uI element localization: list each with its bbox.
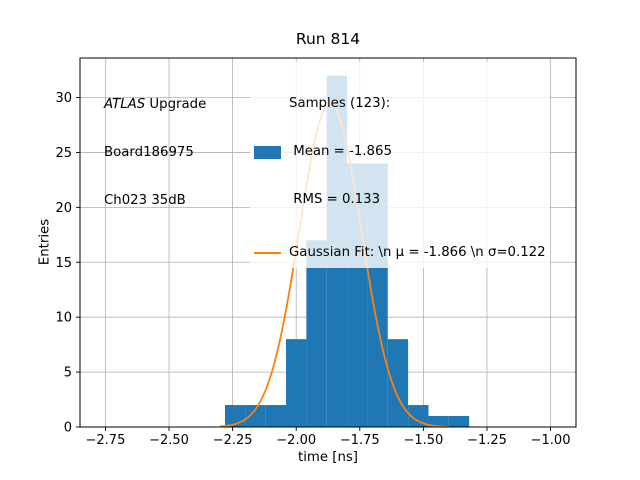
chart-title: Run 814 [295,30,361,48]
y-axis-label: Entries [37,218,53,266]
annotation-line1: ATLAS Upgrade [104,97,206,113]
x-tick-label: −2.75 [86,433,126,448]
histogram-bar [387,339,409,427]
plot-border [79,57,577,428]
annotation-line3: Ch023 35dB [104,193,186,208]
legend-samples-title: Samples (123): [289,96,391,111]
annotation-upgrade: Upgrade [145,97,207,112]
x-tick-label: −1.75 [340,433,380,448]
legend-samples-label: Samples (123): Mean = -1.865 RMS = 0.133 [289,64,392,240]
legend: Samples (123): Mean = -1.865 RMS = 0.133… [250,62,550,268]
x-tick-label: −2.50 [149,433,189,448]
histogram-bar [286,339,307,427]
histogram-bar [408,405,429,427]
y-tick-label: 20 [55,201,72,216]
y-tick-label: 10 [55,311,72,326]
y-tick-label: 25 [55,146,72,161]
histogram-bar [428,416,449,427]
y-tick-label: 0 [64,421,72,436]
histogram-bar [265,405,287,427]
legend-samples-rms: RMS = 0.133 [289,192,381,207]
y-tick-label: 15 [55,256,72,271]
legend-entry-gaussian: Gaussian Fit: \n μ = -1.866 \n σ=0.122 [254,245,546,261]
histogram-legend-patch-icon [254,145,281,159]
x-tick-label: −1.00 [531,433,571,448]
histogram-bar [245,405,266,427]
atlas-annotation: ATLAS Upgrade Board186975 Ch023 35dB [104,65,206,241]
legend-samples-mean: Mean = -1.865 [289,144,392,159]
histogram-bar [306,240,327,427]
x-tick-label: −1.25 [467,433,507,448]
legend-entry-samples: Samples (123): Mean = -1.865 RMS = 0.133 [254,64,546,240]
annotation-atlas-italic: ATLAS [104,97,146,112]
x-tick-label: −1.50 [403,433,443,448]
annotation-line2: Board186975 [104,145,194,160]
histogram-bar [448,416,470,427]
y-tick-label: 5 [64,366,72,381]
legend-gaussian-label: Gaussian Fit: \n μ = -1.866 \n σ=0.122 [289,245,546,260]
x-axis-label: time [ns] [298,450,358,465]
y-tick-label: 30 [55,91,72,106]
gaussian-legend-line-icon [254,252,281,254]
x-tick-label: −2.25 [213,433,253,448]
x-tick-label: −2.00 [276,433,316,448]
